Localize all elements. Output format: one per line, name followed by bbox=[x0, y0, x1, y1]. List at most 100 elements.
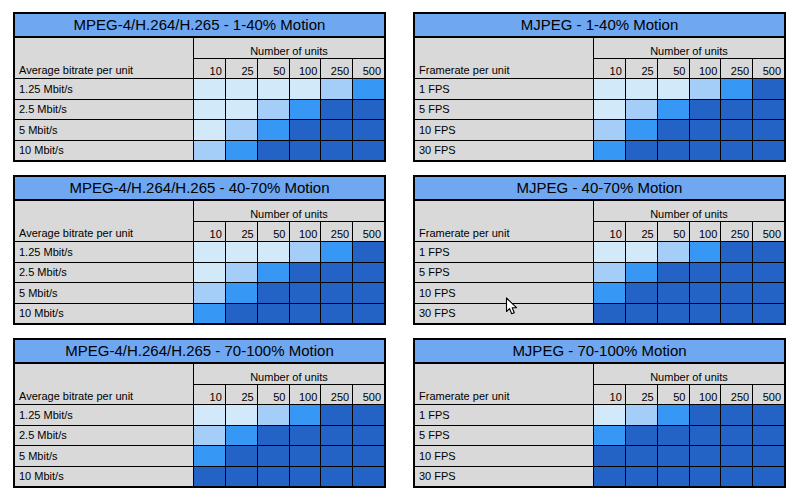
heat-cell-level-4 bbox=[721, 141, 752, 161]
heat-cell-level-2 bbox=[321, 79, 352, 99]
heat-cell-level-4 bbox=[658, 120, 689, 140]
heat-cell-level-4 bbox=[353, 283, 384, 303]
heat-cell-level-4 bbox=[626, 426, 657, 446]
column-header-25: 25 bbox=[626, 385, 657, 404]
row-label: 1 FPS bbox=[415, 79, 593, 99]
table-title: MJPEG - 70-100% Motion bbox=[415, 340, 784, 364]
row-label: 5 FPS bbox=[415, 263, 593, 283]
table-title: MPEG-4/H.264/H.265 - 40-70% Motion bbox=[15, 177, 384, 201]
heat-cell-level-1 bbox=[226, 79, 257, 99]
heat-cell-level-3 bbox=[626, 120, 657, 140]
heat-cell-level-4 bbox=[290, 304, 321, 324]
table-body: Average bitrate per unitNumber of units1… bbox=[15, 38, 384, 160]
heat-cell-level-2 bbox=[258, 405, 289, 425]
row-label: 10 Mbit/s bbox=[15, 141, 193, 161]
heat-cell-level-4 bbox=[353, 100, 384, 120]
heat-cell-level-1 bbox=[194, 263, 225, 283]
heat-cell-level-4 bbox=[594, 304, 625, 324]
column-header-100: 100 bbox=[290, 59, 321, 78]
column-header-100: 100 bbox=[690, 59, 721, 78]
heat-cell-level-4 bbox=[594, 446, 625, 466]
heat-cell-level-3 bbox=[594, 141, 625, 161]
row-label: 2.5 Mbit/s bbox=[15, 426, 193, 446]
heat-cell-level-3 bbox=[258, 120, 289, 140]
heat-cell-level-4 bbox=[626, 304, 657, 324]
heat-cell-level-4 bbox=[290, 426, 321, 446]
heat-cell-level-4 bbox=[753, 467, 784, 487]
heat-cell-level-4 bbox=[353, 426, 384, 446]
heat-cell-level-4 bbox=[321, 405, 352, 425]
units-group-header: Number of units bbox=[194, 201, 384, 221]
column-header-250: 250 bbox=[721, 385, 752, 404]
column-header-10: 10 bbox=[194, 385, 225, 404]
heatmap-table: MPEG-4/H.264/H.265 - 70-100% MotionAvera… bbox=[13, 338, 386, 488]
heat-cell-level-1 bbox=[194, 79, 225, 99]
heat-cell-level-4 bbox=[353, 467, 384, 487]
row-label: 10 Mbit/s bbox=[15, 467, 193, 487]
heat-cell-level-3 bbox=[258, 263, 289, 283]
row-label: 10 FPS bbox=[415, 120, 593, 140]
column-header-25: 25 bbox=[226, 59, 257, 78]
heatmap-table: MPEG-4/H.264/H.265 - 40-70% MotionAverag… bbox=[13, 175, 386, 325]
heat-cell-level-4 bbox=[690, 141, 721, 161]
column-header-500: 500 bbox=[353, 59, 384, 78]
heat-cell-level-4 bbox=[690, 283, 721, 303]
heat-cell-level-4 bbox=[226, 304, 257, 324]
heat-cell-level-3 bbox=[226, 283, 257, 303]
heat-cell-level-4 bbox=[258, 446, 289, 466]
heat-cell-level-4 bbox=[321, 304, 352, 324]
heat-cell-level-4 bbox=[194, 467, 225, 487]
column-header-10: 10 bbox=[594, 59, 625, 78]
heat-cell-level-4 bbox=[353, 304, 384, 324]
heat-cell-level-1 bbox=[594, 79, 625, 99]
heat-cell-level-4 bbox=[753, 405, 784, 425]
column-header-250: 250 bbox=[721, 59, 752, 78]
heat-cell-level-4 bbox=[690, 304, 721, 324]
table-title: MJPEG - 40-70% Motion bbox=[415, 177, 784, 201]
heat-cell-level-4 bbox=[721, 120, 752, 140]
row-label: 5 FPS bbox=[415, 100, 593, 120]
table-title: MPEG-4/H.264/H.265 - 70-100% Motion bbox=[15, 340, 384, 364]
row-header-label: Framerate per unit bbox=[415, 364, 593, 404]
heat-cell-level-4 bbox=[721, 446, 752, 466]
tables-grid: MPEG-4/H.264/H.265 - 1-40% MotionAverage… bbox=[13, 12, 786, 488]
heat-cell-level-2 bbox=[690, 79, 721, 99]
heat-cell-level-4 bbox=[626, 283, 657, 303]
heat-cell-level-1 bbox=[194, 405, 225, 425]
heat-cell-level-4 bbox=[321, 263, 352, 283]
row-label: 5 Mbit/s bbox=[15, 446, 193, 466]
heat-cell-level-4 bbox=[290, 141, 321, 161]
heat-cell-level-1 bbox=[226, 405, 257, 425]
heat-cell-level-1 bbox=[258, 242, 289, 262]
heat-cell-level-1 bbox=[194, 100, 225, 120]
heat-cell-level-4 bbox=[626, 467, 657, 487]
table-title: MPEG-4/H.264/H.265 - 1-40% Motion bbox=[15, 14, 384, 38]
heat-cell-level-2 bbox=[194, 141, 225, 161]
heat-cell-level-2 bbox=[194, 283, 225, 303]
heat-cell-level-4 bbox=[753, 141, 784, 161]
table-body: Average bitrate per unitNumber of units1… bbox=[15, 364, 384, 486]
row-label: 5 Mbit/s bbox=[15, 120, 193, 140]
heat-cell-level-1 bbox=[594, 242, 625, 262]
column-header-50: 50 bbox=[658, 222, 689, 241]
heat-cell-level-4 bbox=[753, 100, 784, 120]
heat-cell-level-2 bbox=[626, 405, 657, 425]
heat-cell-level-3 bbox=[321, 242, 352, 262]
heat-cell-level-4 bbox=[690, 405, 721, 425]
heat-cell-level-3 bbox=[194, 446, 225, 466]
row-label: 1 FPS bbox=[415, 242, 593, 262]
row-header-label: Average bitrate per unit bbox=[15, 364, 193, 404]
heat-cell-level-1 bbox=[226, 242, 257, 262]
heat-cell-level-2 bbox=[626, 100, 657, 120]
heat-cell-level-4 bbox=[321, 120, 352, 140]
heatmap-table: MJPEG - 40-70% MotionFramerate per unitN… bbox=[413, 175, 786, 325]
heat-cell-level-4 bbox=[753, 283, 784, 303]
heat-cell-level-4 bbox=[353, 405, 384, 425]
heat-cell-level-4 bbox=[753, 120, 784, 140]
heat-cell-level-4 bbox=[658, 304, 689, 324]
heat-cell-level-2 bbox=[290, 242, 321, 262]
heat-cell-level-3 bbox=[226, 141, 257, 161]
column-header-250: 250 bbox=[721, 222, 752, 241]
heat-cell-level-4 bbox=[690, 446, 721, 466]
heat-cell-level-4 bbox=[753, 79, 784, 99]
